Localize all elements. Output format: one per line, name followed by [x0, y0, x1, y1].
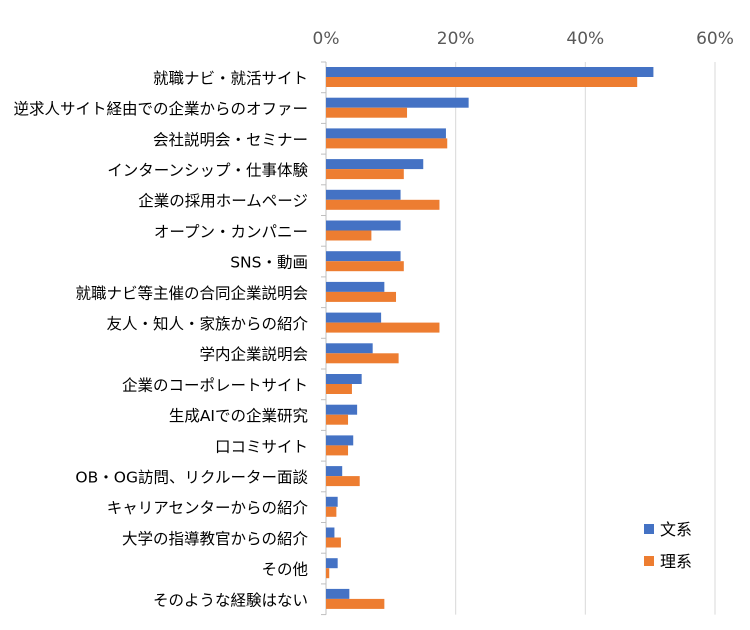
bar-series-1 — [326, 251, 401, 262]
category-label: 会社説明会・セミナー — [153, 131, 308, 149]
bar-series-2 — [326, 261, 404, 272]
legend-label: 文系 — [660, 520, 692, 539]
x-tick-label: 60% — [696, 29, 734, 49]
bar-series-2 — [326, 77, 638, 87]
bar-series-2 — [326, 230, 372, 241]
bar-series-2 — [326, 138, 448, 149]
category-label: 就職ナビ等主催の合同企業説明会 — [75, 284, 308, 302]
category-label: キャリアセンターからの紹介 — [107, 499, 309, 517]
bar-series-2 — [326, 353, 399, 364]
bar-series-1 — [326, 128, 446, 139]
legend-label: 理系 — [660, 552, 692, 571]
legend-swatch — [644, 556, 654, 566]
x-tick-label: 0% — [313, 29, 340, 49]
category-label: オープン・カンパニー — [154, 223, 308, 241]
bar-series-1 — [326, 97, 469, 108]
bar-series-2 — [326, 537, 341, 548]
category-label: インターンシップ・仕事体験 — [107, 161, 308, 179]
bar-series-1 — [326, 343, 373, 354]
legend-swatch — [644, 524, 654, 534]
category-label: 大学の指導教官からの紹介 — [122, 530, 309, 548]
category-label: 口コミサイト — [215, 438, 308, 456]
bar-series-2 — [326, 291, 397, 302]
category-label: 企業の採用ホームページ — [138, 192, 308, 210]
bar-series-1 — [326, 220, 401, 231]
bar-series-1 — [326, 159, 424, 170]
category-label: そのような経験はない — [153, 591, 308, 609]
category-label: 生成AIでの企業研究 — [169, 407, 308, 425]
bar-series-1 — [326, 527, 335, 538]
bar-series-2 — [326, 169, 404, 180]
category-label: 友人・知人・家族からの紹介 — [106, 315, 308, 333]
bar-series-1 — [326, 404, 358, 415]
x-tick-label: 40% — [566, 29, 604, 49]
x-tick-label: 20% — [437, 29, 475, 49]
category-label: 就職ナビ・就活サイト — [153, 69, 308, 87]
bar-series-1 — [326, 281, 385, 292]
bar-series-2 — [326, 476, 360, 487]
bar-series-2 — [326, 414, 349, 425]
bar-series-2 — [326, 598, 385, 609]
category-label: OB・OG訪問、リクルーター面談 — [75, 468, 308, 486]
bar-series-2 — [326, 199, 440, 210]
bar-series-1 — [326, 588, 350, 599]
category-label: 学内企業説明会 — [199, 346, 308, 364]
bar-series-2 — [326, 384, 352, 394]
bar-series-2 — [326, 445, 349, 456]
category-label: 企業のコーポレートサイト — [122, 376, 308, 394]
bar-series-1 — [326, 312, 382, 323]
bar-series-1 — [326, 466, 343, 477]
bar-series-1 — [326, 67, 654, 77]
bar-series-2 — [326, 322, 440, 333]
category-label: 逆求人サイト経由での企業からのオファー — [13, 100, 308, 118]
bar-series-1 — [326, 189, 401, 200]
bar-series-1 — [326, 496, 338, 507]
bar-series-2 — [326, 568, 330, 579]
category-label: その他 — [261, 561, 308, 579]
bar-series-2 — [326, 107, 408, 118]
bar-series-2 — [326, 506, 337, 517]
bar-series-1 — [326, 435, 354, 446]
category-label: SNS・動画 — [230, 254, 308, 272]
bar-series-1 — [326, 558, 338, 569]
bar-series-1 — [326, 374, 362, 384]
